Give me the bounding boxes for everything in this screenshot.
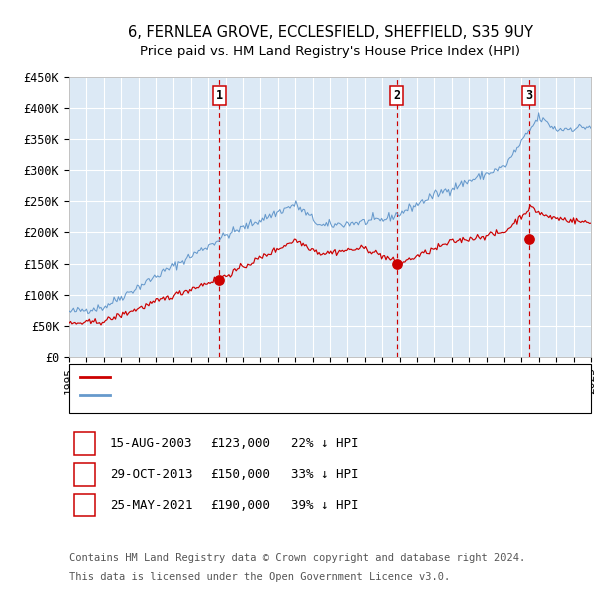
Text: £190,000: £190,000 [210,499,270,512]
Text: 22% ↓ HPI: 22% ↓ HPI [291,437,359,450]
Text: 3: 3 [525,89,532,102]
Text: 6, FERNLEA GROVE, ECCLESFIELD, SHEFFIELD, S35 9UY: 6, FERNLEA GROVE, ECCLESFIELD, SHEFFIELD… [128,25,533,40]
Text: £150,000: £150,000 [210,468,270,481]
Text: £123,000: £123,000 [210,437,270,450]
Text: HPI: Average price, detached house, Sheffield: HPI: Average price, detached house, Shef… [116,388,436,401]
Text: 3: 3 [81,499,88,512]
Text: 1: 1 [215,89,223,102]
Text: 2: 2 [81,468,88,481]
Text: 33% ↓ HPI: 33% ↓ HPI [291,468,359,481]
Text: 15-AUG-2003: 15-AUG-2003 [110,437,193,450]
Text: Contains HM Land Registry data © Crown copyright and database right 2024.: Contains HM Land Registry data © Crown c… [69,553,525,563]
Text: 29-OCT-2013: 29-OCT-2013 [110,468,193,481]
Text: 1: 1 [81,437,88,450]
Text: This data is licensed under the Open Government Licence v3.0.: This data is licensed under the Open Gov… [69,572,450,582]
Text: 39% ↓ HPI: 39% ↓ HPI [291,499,359,512]
Point [524,234,533,243]
Text: 2: 2 [393,89,400,102]
Text: Price paid vs. HM Land Registry's House Price Index (HPI): Price paid vs. HM Land Registry's House … [140,45,520,58]
Point [392,259,401,268]
Text: 25-MAY-2021: 25-MAY-2021 [110,499,193,512]
Point [214,276,224,285]
Text: 6, FERNLEA GROVE, ECCLESFIELD, SHEFFIELD, S35 9UY (detached house): 6, FERNLEA GROVE, ECCLESFIELD, SHEFFIELD… [116,371,586,384]
